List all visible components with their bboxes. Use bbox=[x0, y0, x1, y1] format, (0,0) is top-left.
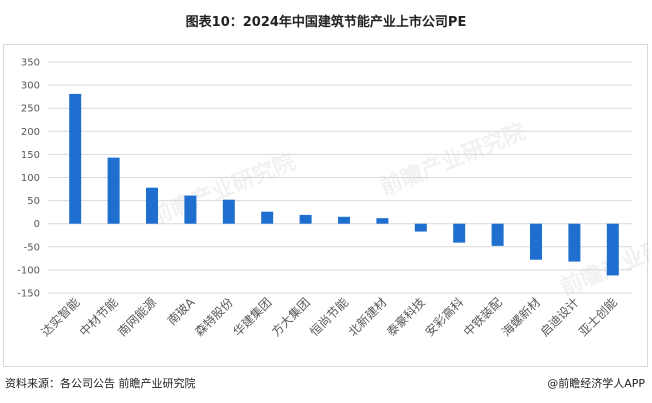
x-tick-label: 亚士创能 bbox=[576, 295, 620, 339]
y-tick-label: 0 bbox=[34, 219, 40, 230]
y-axis-ticks: 350 300 250 200 150 100 50 0 -50 -100 -150 bbox=[17, 58, 40, 300]
source-note: 资料来源：各公司公告 前瞻产业研究院 bbox=[5, 377, 196, 390]
bars bbox=[69, 93, 619, 276]
chart-frame: 前瞻产业研究院 前瞻产业研究院 前瞻产业研究院 350 300 250 200 150 100… bbox=[3, 44, 649, 367]
y-tick-label: -150 bbox=[17, 289, 40, 300]
y-tick-label: 350 bbox=[21, 58, 40, 69]
bar bbox=[338, 216, 350, 224]
bar bbox=[414, 223, 427, 232]
y-tick-label: 150 bbox=[21, 150, 40, 161]
x-tick-label: 安彩高科 bbox=[422, 295, 467, 340]
bar bbox=[184, 195, 197, 224]
bar bbox=[530, 223, 542, 260]
chart-title: 图表10：2024年中国建筑节能产业上市公司PE bbox=[185, 15, 467, 30]
gridlines bbox=[48, 61, 632, 294]
x-tick-label: 中铁装配 bbox=[460, 295, 505, 340]
bar bbox=[491, 223, 504, 246]
bar bbox=[568, 223, 581, 262]
x-tick-label: 恒尚节能 bbox=[307, 295, 351, 339]
y-tick-label: -100 bbox=[17, 265, 40, 276]
bar bbox=[69, 93, 82, 224]
bar bbox=[107, 157, 120, 224]
bar bbox=[146, 187, 158, 224]
x-tick-label: 南网能源 bbox=[115, 295, 160, 340]
bar bbox=[222, 199, 235, 224]
x-tick-label: 方大集团 bbox=[268, 295, 313, 340]
x-tick-label: 泰豪科技 bbox=[383, 295, 428, 340]
x-tick-label: 海螺新材 bbox=[499, 295, 544, 340]
brand-credit: @前瞻经济学人APP bbox=[547, 377, 645, 390]
x-tick-label: 华建集团 bbox=[230, 295, 275, 340]
bar bbox=[299, 214, 312, 224]
bar bbox=[453, 223, 466, 243]
y-tick-label: 50 bbox=[27, 196, 40, 207]
x-tick-label: 启迪设计 bbox=[538, 295, 582, 339]
y-tick-label: 100 bbox=[21, 173, 40, 184]
y-tick-label: -50 bbox=[24, 242, 40, 253]
bar bbox=[261, 211, 274, 224]
x-tick-label: 森特股份 bbox=[191, 295, 236, 340]
y-tick-label: 300 bbox=[21, 81, 40, 92]
x-tick-label: 中材节能 bbox=[76, 295, 121, 340]
bar bbox=[376, 218, 389, 224]
y-tick-label: 250 bbox=[21, 104, 40, 115]
bar bbox=[606, 223, 619, 276]
watermark-text: 前瞻产业研究院 bbox=[147, 149, 300, 231]
x-tick-label: 南玻A bbox=[164, 294, 198, 328]
x-tick-label: 达实智能 bbox=[38, 295, 83, 340]
x-tick-label: 北新建材 bbox=[345, 295, 390, 340]
y-tick-label: 200 bbox=[21, 127, 40, 138]
